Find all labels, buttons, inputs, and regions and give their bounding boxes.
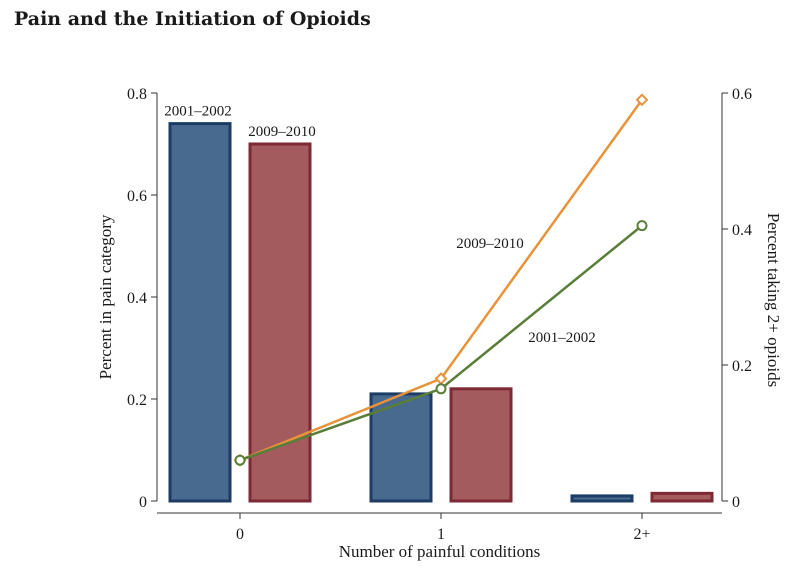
bar-label-2001-2002: 2001–2002 bbox=[164, 104, 232, 120]
x-tick-label: 2+ bbox=[633, 526, 650, 543]
right-tick-label: 0 bbox=[732, 494, 740, 511]
line-marker-2001-2002 bbox=[636, 220, 648, 232]
right-tick-label: 0.4 bbox=[732, 222, 752, 239]
left-tick-label: 0.8 bbox=[127, 86, 147, 103]
left-tick-label: 0.2 bbox=[127, 392, 147, 409]
line-marker-2001-2002 bbox=[435, 383, 447, 395]
bar-2009-2010-cat-2 bbox=[650, 491, 714, 503]
bar-2001-2002-cat-1 bbox=[369, 392, 433, 503]
left-tick-label: 0.6 bbox=[127, 188, 147, 205]
bar-label-2009-2010: 2009–2010 bbox=[248, 124, 316, 140]
right-tick-label: 0.6 bbox=[732, 86, 752, 103]
line-marker-2009-2010 bbox=[635, 93, 649, 107]
bar-2001-2002-cat-0 bbox=[168, 122, 232, 503]
bar-2009-2010-cat-1 bbox=[449, 387, 513, 503]
right-axis-title: Percent taking 2+ opioids bbox=[764, 213, 783, 387]
line-marker-2001-2002 bbox=[234, 454, 246, 466]
bar-2001-2002-cat-2 bbox=[570, 494, 634, 503]
line-label-2001-2002: 2001–2002 bbox=[528, 330, 596, 346]
chart-title: Pain and the Initiation of Opioids bbox=[14, 8, 371, 30]
line-label-2009-2010: 2009–2010 bbox=[456, 236, 524, 252]
left-tick-label: 0.4 bbox=[127, 290, 147, 307]
x-tick-label: 1 bbox=[437, 526, 445, 543]
x-axis-title: Number of painful conditions bbox=[339, 542, 541, 561]
x-tick-label: 0 bbox=[236, 526, 244, 543]
left-tick-label: 0 bbox=[139, 494, 147, 511]
right-tick-label: 0.2 bbox=[732, 358, 752, 375]
left-axis-title: Percent in pain category bbox=[96, 214, 115, 379]
bar-2009-2010-cat-0 bbox=[248, 142, 312, 503]
